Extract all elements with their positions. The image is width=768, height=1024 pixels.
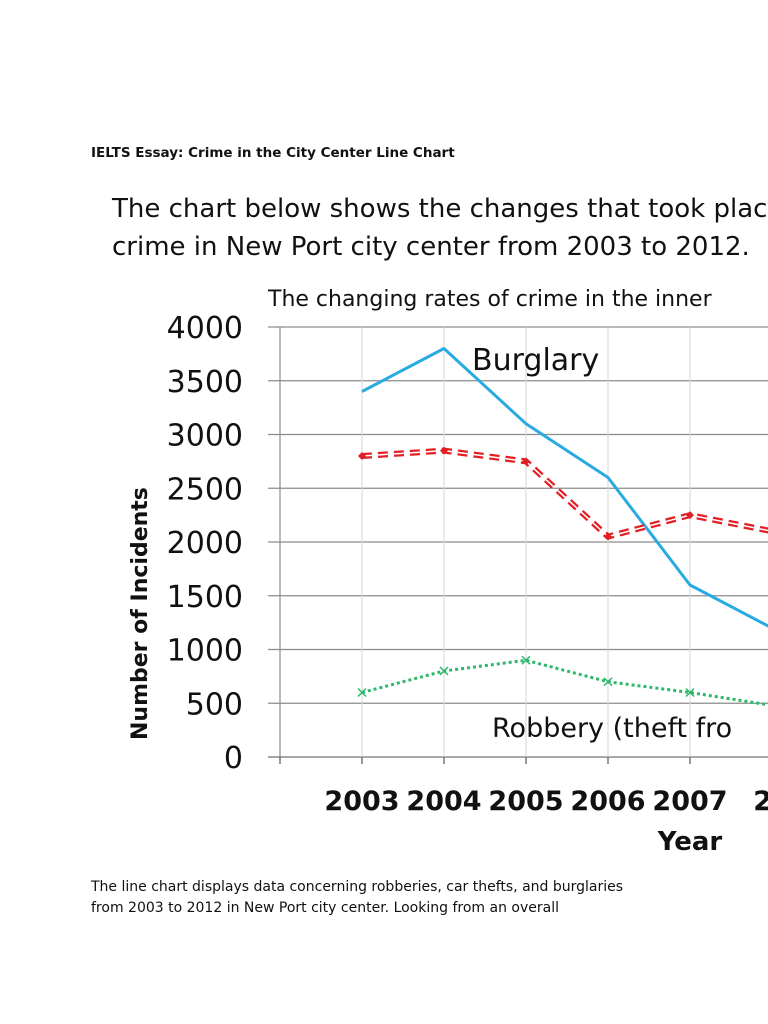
y-tick-1000: 1000 (167, 634, 243, 669)
line-chart: The chart below shows the changes that t… (111, 194, 768, 857)
y-tick-1500: 1500 (167, 580, 243, 615)
series-line-robbery (361, 658, 768, 707)
y-tick-0: 0 (224, 741, 243, 776)
point-robbery-2005 (521, 655, 531, 665)
y-tick-labels: 0 500 1000 1500 2000 2500 3000 3500 4000 (167, 311, 243, 776)
grid (268, 326, 768, 764)
prompt-line-2: crime in New Port city center from 2003 … (112, 232, 750, 262)
essay-paragraph: The line chart displays data concerning … (91, 877, 691, 919)
y-tick-500: 500 (186, 687, 243, 722)
series-line-car-theft-outline (361, 447, 768, 540)
y-axis-label: Number of Incidents (128, 487, 153, 740)
point-car-theft-2006 (604, 532, 612, 541)
x-axis-label: Year (657, 827, 723, 857)
point-robbery-2006 (603, 677, 613, 687)
point-car-theft-2004 (440, 446, 448, 455)
essay-line-1: The line chart displays data concerning … (91, 879, 624, 895)
y-tick-4000: 4000 (167, 311, 243, 346)
y-tick-3000: 3000 (167, 419, 243, 454)
x-tick-2007: 2007 (652, 786, 727, 817)
y-tick-2500: 2500 (167, 472, 243, 507)
point-robbery-2004 (439, 666, 449, 676)
x-tick-2003: 2003 (324, 786, 399, 817)
x-tick-2008: 20 (753, 786, 768, 817)
document-title: IELTS Essay: Crime in the City Center Li… (91, 145, 455, 161)
series-lines (357, 347, 768, 710)
y-tick-2000: 2000 (167, 526, 243, 561)
point-robbery-2003 (357, 687, 367, 698)
x-tick-2005: 2005 (488, 786, 563, 817)
series-line-car-theft-inner (361, 449, 768, 538)
point-robbery-2007 (685, 687, 695, 698)
y-tick-3500: 3500 (167, 365, 243, 400)
point-car-theft-2003 (358, 452, 366, 460)
point-car-theft-2005 (522, 457, 530, 466)
x-tick-2006: 2006 (570, 786, 645, 817)
chart-title: The changing rates of crime in the inner (267, 287, 713, 312)
essay-line-2: from 2003 to 2012 in New Port city cente… (91, 900, 559, 916)
series-label-robbery: Robbery (theft fro (492, 713, 732, 744)
x-tick-2004: 2004 (406, 786, 481, 817)
series-line-burglary (361, 347, 768, 628)
chart-figure: The chart below shows the changes that t… (90, 180, 768, 870)
point-car-theft-2007 (686, 511, 694, 520)
series-label-burglary: Burglary (472, 343, 599, 378)
prompt-line-1: The chart below shows the changes that t… (111, 194, 767, 224)
